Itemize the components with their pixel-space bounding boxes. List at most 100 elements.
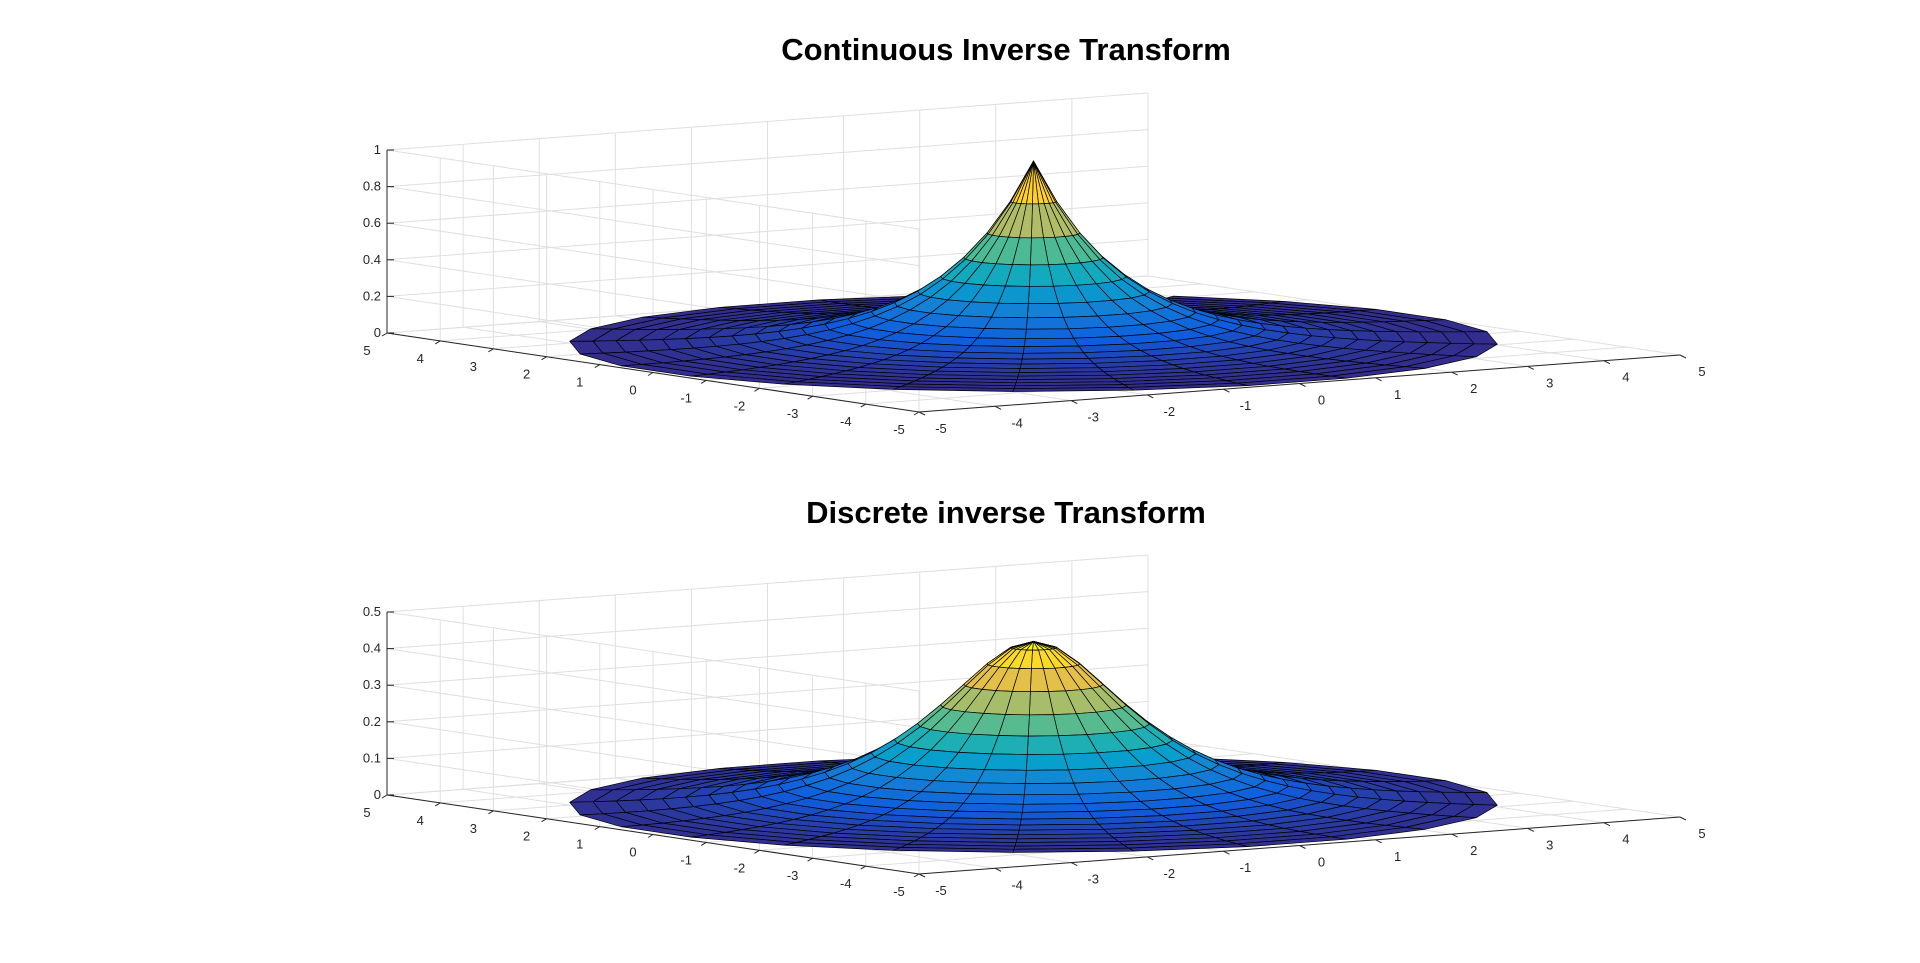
x-tick-label: 5 [1698,826,1705,841]
x-tick-label: -1 [1240,860,1252,875]
surface-face [963,793,1025,805]
z-tick-label: 0.1 [363,750,381,765]
y-tick-mark [594,364,601,369]
surface-face [1025,317,1069,330]
y-tick-label: 5 [363,343,370,358]
y-tick-mark [488,810,494,815]
y-tick-label: -5 [893,422,905,437]
y-tick-mark [807,857,813,862]
y-tick-label: 4 [417,351,424,366]
y-tick-label: 2 [523,367,530,382]
z-tick-label: 0.4 [363,252,381,267]
x-tick-mark [1299,383,1306,387]
y-tick-label: 3 [470,359,477,374]
surface-face [977,769,1027,784]
y-tick-label: -4 [840,414,852,429]
y-tick-label: 4 [417,813,424,828]
x-tick-label: 2 [1470,843,1477,858]
y-tick-label: -3 [787,406,799,421]
surface-face [1027,285,1059,305]
surface-face [1025,753,1069,771]
x-tick-mark [1679,354,1687,359]
y-tick-label: 0 [629,845,636,860]
surface-face [1024,328,1074,340]
y-tick-mark [381,794,388,799]
x-tick-label: 5 [1698,364,1705,379]
chart-title-top: Continuous Inverse Transform [781,32,1231,67]
surface-face [1023,782,1079,796]
surface-face [991,302,1029,319]
y-tick-label: 0 [629,383,636,398]
x-tick-label: 4 [1622,832,1629,847]
z-tick-label: 0 [374,325,381,340]
y-tick-label: 1 [576,375,583,390]
y-tick-mark [913,411,920,416]
x-tick-mark [1603,360,1611,365]
x-tick-mark [1527,827,1535,832]
y-tick-label: 1 [576,837,583,852]
y-tick-mark [860,865,867,870]
x-tick-label: -2 [1164,404,1176,419]
surface-face [1021,352,1089,360]
x-tick-mark [1147,394,1154,399]
surface-face [893,847,1015,853]
y-tick-mark [913,873,920,878]
surface-face [977,328,1027,340]
surface-face [1024,769,1074,784]
z-tick-label: 0.3 [363,677,381,692]
surface-face [970,782,1026,796]
y-tick-mark [807,395,813,400]
x-tick-label: 2 [1470,381,1477,396]
surface-face [893,386,1015,392]
surface-face [1027,714,1059,737]
x-tick-mark [1299,845,1306,849]
y-tick-label: -2 [734,398,746,413]
z-tick-label: 0.8 [363,179,381,194]
x-tick-mark [1070,400,1078,405]
x-tick-label: -1 [1240,398,1252,413]
y-tick-mark [700,841,707,846]
surface [569,160,1498,392]
tick-labels: -5 -4 -3 -2 -1 0 1 2 3 4 5-5-4-3-2-101234500.10.20… [363,604,1706,899]
x-tick-label: -2 [1164,866,1176,881]
y-tick-label: -5 [893,884,905,899]
x-tick-mark [1070,862,1078,867]
x-tick-label: 1 [1394,387,1401,402]
surface-plot-top: -5 -4 -3 -2 -1 0 1 2 3 4 5-5-4-3-2-101234500.20.40… [363,92,1706,437]
y-tick-mark [754,849,760,854]
z-tick-label: 0.2 [363,714,381,729]
z-tick-label: 0 [374,787,381,802]
x-tick-label: -5 [935,883,947,898]
x-tick-mark [1527,365,1535,370]
surface-face [1026,303,1064,319]
y-tick-label: -1 [680,852,692,867]
y-tick-mark [434,802,441,807]
surface-face [984,753,1028,771]
surface-face [970,337,1026,347]
x-tick-mark [1223,388,1230,393]
surface [569,640,1498,853]
x-tick-mark [1679,816,1687,821]
surface-face [1023,337,1079,347]
y-tick-label: 3 [470,821,477,836]
y-tick-label: 2 [523,829,530,844]
x-tick-label: 0 [1318,855,1325,870]
x-tick-mark [918,411,926,416]
subplot-top: Continuous Inverse Transform -5 -4 -3 -2 -1 0… [363,32,1706,437]
y-tick-mark [754,387,760,392]
z-tick-label: 0.2 [363,288,381,303]
y-tick-mark [381,332,388,337]
y-tick-mark [541,818,547,823]
x-tick-mark [1147,856,1154,861]
y-tick-mark [488,348,494,353]
surface-face [1022,345,1084,354]
y-tick-label: -2 [734,860,746,875]
x-tick-mark [918,873,926,878]
x-tick-label: -4 [1011,877,1023,892]
y-tick-mark [700,379,707,384]
x-tick-label: 3 [1546,837,1553,852]
y-tick-mark [860,403,867,408]
y-tick-label: -4 [840,876,852,891]
y-tick-mark [647,834,654,838]
